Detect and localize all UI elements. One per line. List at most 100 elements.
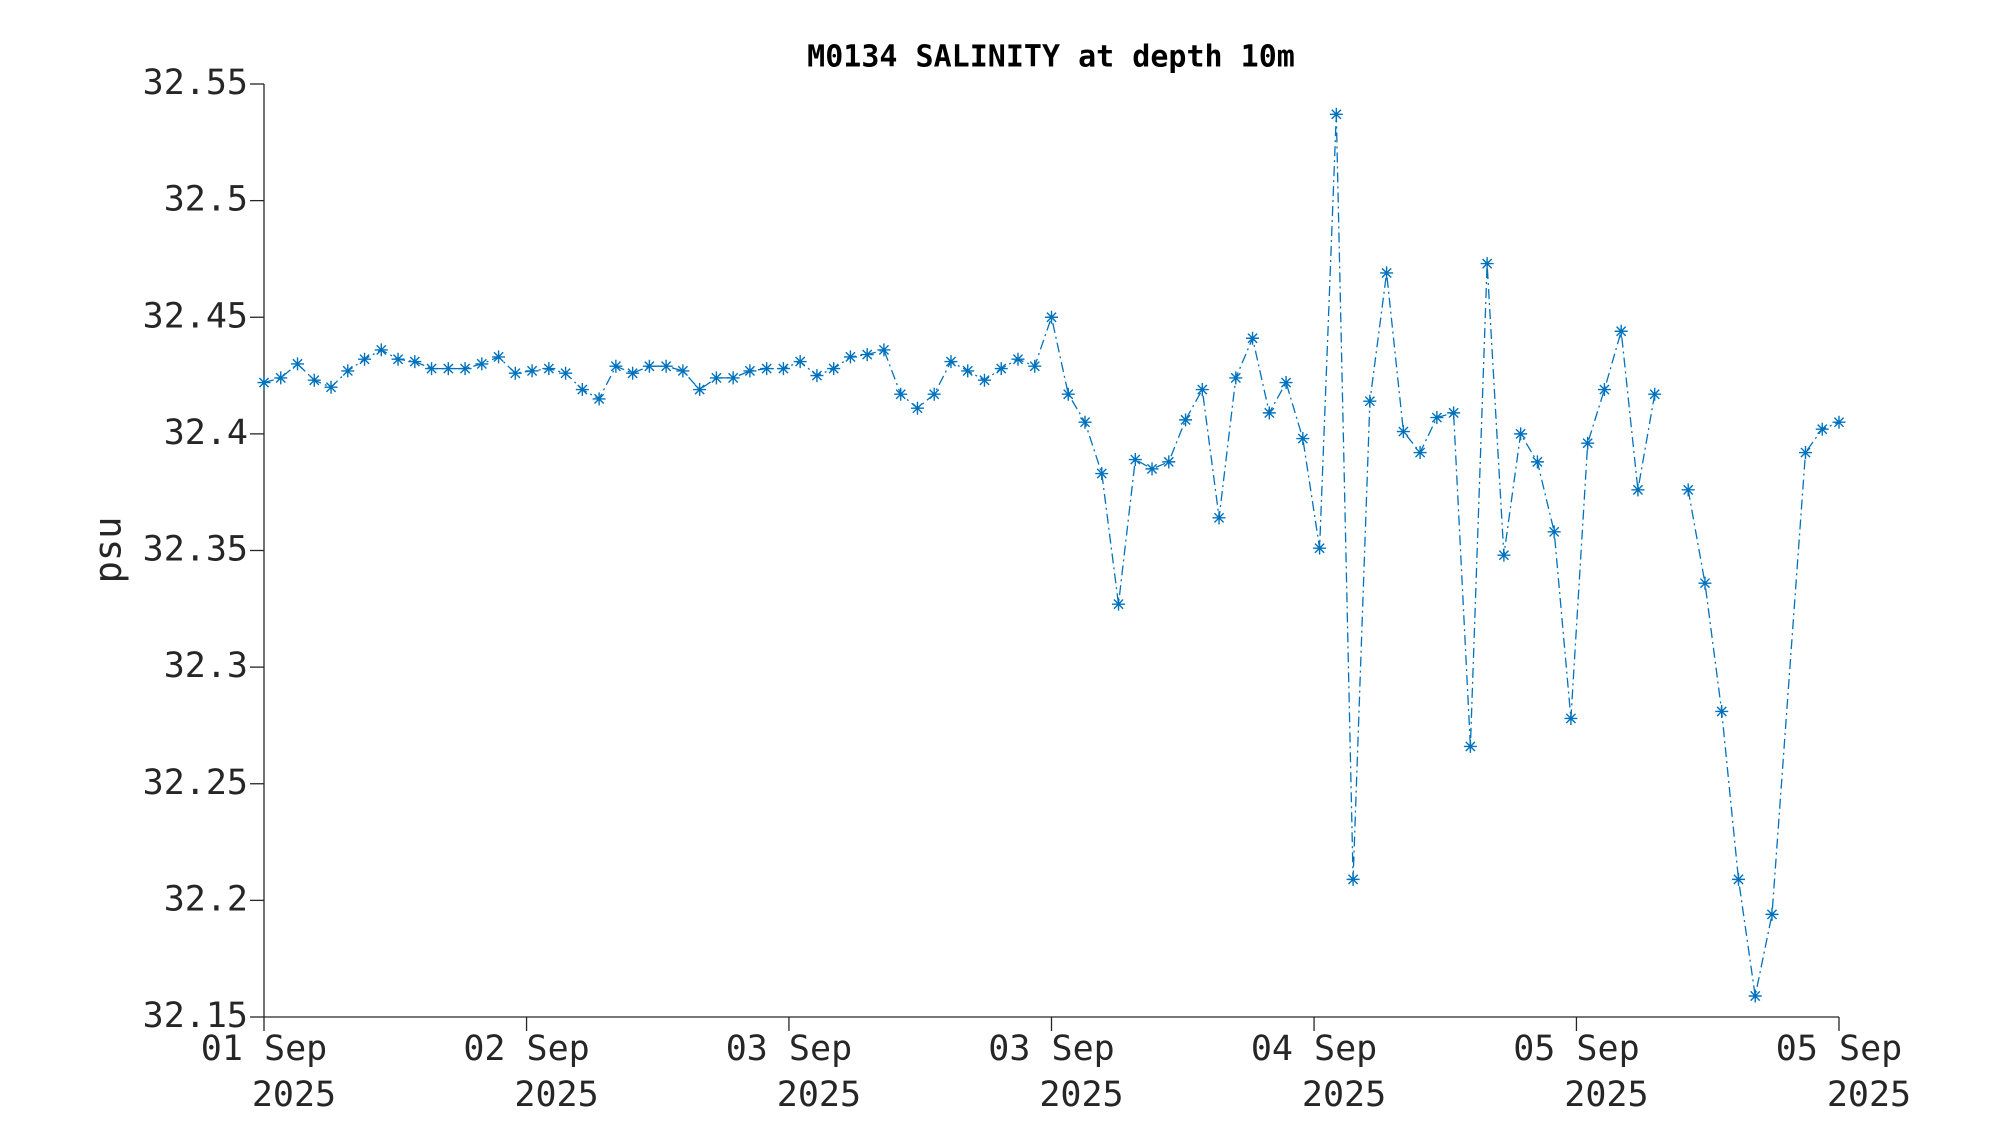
data-point <box>425 362 439 376</box>
y-tick-label: 32.2 <box>164 879 248 919</box>
data-point <box>1011 352 1025 366</box>
data-point <box>1078 415 1092 429</box>
data-point <box>1731 872 1745 886</box>
data-point <box>1061 387 1075 401</box>
data-point <box>1832 415 1846 429</box>
data-point <box>542 362 556 376</box>
data-point <box>626 366 640 380</box>
data-point <box>1179 413 1193 427</box>
data-point <box>1296 432 1310 446</box>
data-point <box>391 352 405 366</box>
data-point <box>609 359 623 373</box>
data-point <box>274 371 288 385</box>
series-line <box>263 114 1840 997</box>
data-point <box>1463 739 1477 753</box>
data-point <box>341 364 355 378</box>
data-point <box>1698 576 1712 590</box>
y-tick-label: 32.5 <box>164 180 248 220</box>
y-tick-label: 32.4 <box>164 413 248 453</box>
data-point <box>994 362 1008 376</box>
data-point <box>1329 107 1343 121</box>
x-tick-label: 2025 <box>1039 1075 1123 1115</box>
data-point <box>977 373 991 387</box>
data-point <box>1715 704 1729 718</box>
data-point <box>1095 467 1109 481</box>
data-point <box>843 350 857 364</box>
x-tick-label: 03 Sep <box>988 1029 1114 1069</box>
data-point <box>894 387 908 401</box>
data-point <box>475 357 489 371</box>
data-point <box>492 350 506 364</box>
data-point <box>1547 525 1561 539</box>
data-point <box>676 364 690 378</box>
data-point <box>374 343 388 357</box>
x-tick-label: 04 Sep <box>1251 1029 1377 1069</box>
y-tick-label: 32.55 <box>143 63 248 103</box>
data-point <box>291 357 305 371</box>
x-tick-label: 02 Sep <box>463 1029 589 1069</box>
data-point <box>1530 455 1544 469</box>
data-point <box>1396 425 1410 439</box>
data-point <box>1765 907 1779 921</box>
data-point <box>525 364 539 378</box>
data-point <box>307 373 321 387</box>
data-point <box>827 362 841 376</box>
data-point <box>458 362 472 376</box>
data-point <box>659 359 673 373</box>
data-point <box>1262 406 1276 420</box>
data-point <box>1028 359 1042 373</box>
data-point <box>1631 483 1645 497</box>
x-tick-label: 2025 <box>514 1075 598 1115</box>
data-point <box>944 355 958 369</box>
data-point <box>1798 446 1812 460</box>
x-tick-label: 2025 <box>1302 1075 1386 1115</box>
data-point <box>1748 989 1762 1003</box>
data-point <box>1145 462 1159 476</box>
data-point <box>257 376 271 390</box>
data-point <box>1597 383 1611 397</box>
data-point <box>1346 872 1360 886</box>
data-point <box>793 355 807 369</box>
x-tick-label: 2025 <box>252 1075 336 1115</box>
data-point <box>1815 422 1829 436</box>
y-tick-label: 32.35 <box>143 530 248 570</box>
data-point <box>1648 387 1662 401</box>
data-point <box>961 364 975 378</box>
data-point <box>1195 383 1209 397</box>
y-axis-label: psu <box>87 517 130 584</box>
data-point <box>1447 406 1461 420</box>
data-point <box>1246 331 1260 345</box>
data-point <box>1162 455 1176 469</box>
data-point <box>592 392 606 406</box>
data-point <box>877 343 891 357</box>
x-tick-label: 01 Sep <box>201 1029 327 1069</box>
y-tick-label: 32.45 <box>143 296 248 336</box>
x-tick-label: 2025 <box>1564 1075 1648 1115</box>
y-tick-label: 32.25 <box>143 763 248 803</box>
data-point <box>508 366 522 380</box>
data-point <box>1313 541 1327 555</box>
data-point <box>559 366 573 380</box>
data-point <box>408 355 422 369</box>
data-point <box>743 364 757 378</box>
data-point <box>441 362 455 376</box>
x-tick-label: 03 Sep <box>726 1029 852 1069</box>
data-point <box>927 387 941 401</box>
data-point <box>1363 394 1377 408</box>
chart-title: M0134 SALINITY at depth 10m <box>807 40 1295 75</box>
data-point <box>1229 371 1243 385</box>
data-point <box>910 401 924 415</box>
data-point <box>1212 511 1226 525</box>
data-point <box>1581 436 1595 450</box>
data-point <box>1128 453 1142 467</box>
data-point <box>1564 711 1578 725</box>
data-point <box>726 371 740 385</box>
data-point <box>810 369 824 383</box>
data-point <box>709 371 723 385</box>
data-point <box>358 352 372 366</box>
x-tick-label: 2025 <box>1827 1075 1911 1115</box>
data-point <box>1045 310 1058 324</box>
data-point <box>693 383 707 397</box>
